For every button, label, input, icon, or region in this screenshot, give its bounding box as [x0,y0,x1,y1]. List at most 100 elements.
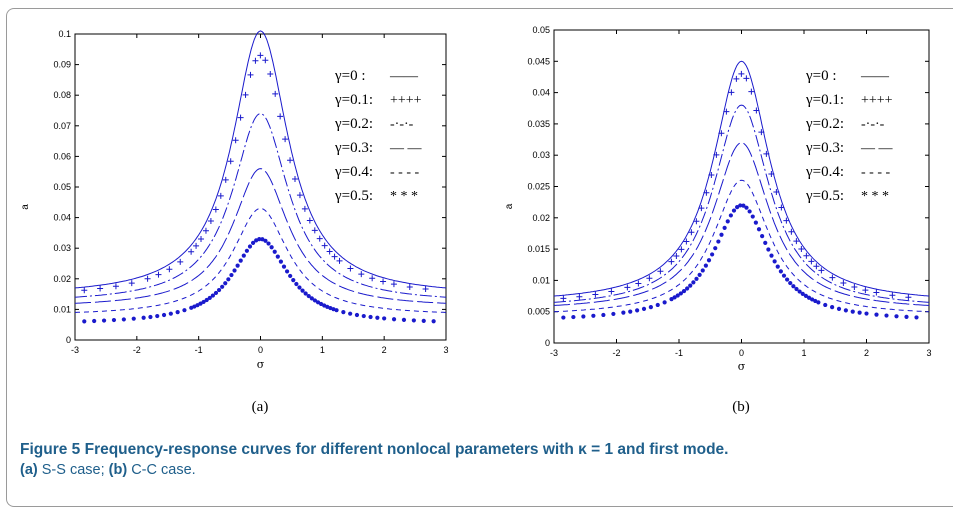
panel-a-series-5-marker [303,291,308,296]
panel-b-series-1-marker [778,204,785,211]
panel-a-series-5-marker [309,296,314,301]
panel-b-series-1-marker [693,218,700,225]
panel-a-legend-mark-2: -·-·- [390,117,414,132]
panel-b-series-5-marker [648,304,653,310]
panel-a-series-1-marker [292,175,299,182]
panel-b-series-1-marker [635,280,642,287]
panel-a-series-1-marker [222,176,229,183]
panel-a-series-5-marker [121,317,126,322]
panel-a-panel-label: (a) [252,399,269,415]
panel-b-series-5-marker [806,295,812,300]
panel-a-series-5-marker [131,316,136,321]
panel-a-xtick-label: 3 [443,345,448,355]
panel-a-series-5-marker [257,237,262,242]
panel-b-series-5-marker [662,300,667,305]
caption-a-text: S-S case; [37,462,109,478]
panel-b-series-5-marker [685,286,690,291]
panel-b-series-1-marker [829,274,836,281]
panel-a-legend-entry-4: γ=0.4: [334,164,373,180]
panel-b-xtick-label: 0 [739,348,744,358]
panel-a-series-1-marker [217,192,224,199]
panel-a-series-3-line [74,168,447,304]
caption-b-tag: (b) [108,462,128,478]
panel-b-series-5-marker [769,253,774,258]
panel-b-series-1-marker [840,279,847,286]
panel-b-legend-entry-5: γ=0.5: [805,188,844,204]
panel-b-series-1-marker [678,246,685,253]
panel-b-series-1-marker [783,217,790,224]
panel-b-series-5-marker [884,313,889,318]
panel-b-series-5-marker [744,205,749,210]
panel-a-ytick-label: 0.06 [53,151,71,161]
panel-a-series-5-marker [269,245,274,250]
panel-b-series-5-marker [747,209,752,214]
panel-b-series-5-marker [675,293,680,298]
panel-b-series-5-marker [778,269,783,274]
panel-a-ytick-label: 0.07 [53,121,71,131]
panel-a-ytick-label: 0.01 [53,304,71,314]
panel-b-series-5-marker [611,311,616,317]
panel-a-ytick-label: 0.03 [53,243,71,253]
panel-a-series-1-marker [112,283,119,290]
panel-b-series-5-marker [694,276,699,281]
panel-a-series-5-marker [235,263,240,268]
panel-b-series-1-marker [788,228,795,235]
panel-b-xtick-label: -1 [675,348,683,358]
panel-a-series-1-marker [369,275,376,282]
panel-a-series-1-marker [277,113,284,120]
panel-a-series-5-marker [297,285,302,290]
panel-b-legend-mark-1: ++++ [861,93,893,108]
panel-b-series-1-marker [560,295,567,302]
panel-b-series-1-marker [668,258,675,265]
panel-b-series-1-marker [803,252,810,259]
panel-a-series-5-marker [101,318,107,323]
caption-b-text: C-C case. [127,462,196,478]
panel-a-series-5-marker [213,290,219,296]
panel-b-series-5-marker [850,309,855,314]
panel-b-series-1-marker [905,294,912,301]
panel-a-series-1-marker [232,137,239,144]
panel-b-series-1-marker [813,263,820,270]
panel-b-series-5-marker [713,246,718,251]
panel-a-series-1-marker [198,235,205,242]
panel-a-series-1-marker [380,278,387,285]
panel-a-series-1-marker [301,205,308,212]
panel-b-series-1-marker [773,188,780,195]
panel-b-legend-mark-5: * * * [861,189,889,204]
panel-b-series-5-marker [781,273,787,278]
panel-a-ytick-label: 0.1 [58,29,71,39]
panel-b-series-2-line [553,104,930,303]
panel-b-series-5-marker [655,302,660,308]
panel-b-series-1-marker [576,293,583,300]
panel-a-series-1-marker [97,285,104,292]
panel-b-series-5-marker [864,311,869,316]
panel-b-series-5-marker [823,302,828,308]
panel-b-series-5-marker [716,239,721,244]
panel-a-series-5-marker [354,312,360,318]
panel-b-series-5-marker [710,252,715,257]
panel-b-series-1-marker [703,189,710,196]
panel-a-series-1-marker [177,258,184,265]
panel-b-legend-entry-3: γ=0.3: [805,140,844,156]
panel-a-series-5-marker [421,318,426,323]
panel-b-series-5-marker [681,288,687,294]
panel-b-series-1-marker [808,258,815,265]
panel-b-series-1-marker [753,107,760,114]
panel-a-series-5-marker [334,308,339,313]
panel-a-series-5-marker [288,273,293,279]
panel-b-legend-mark-3: — — [860,141,894,156]
panel-b-series-5-marker [836,306,842,311]
panel-b-ytick-label: 0.025 [527,182,550,192]
panel-b-ytick-label: 0.045 [527,56,550,66]
panel-a-series-5-marker [284,269,290,274]
panel-a-series-1-marker [188,248,195,255]
panel-a-series-1-marker [336,257,343,264]
panel-a-series-5-marker [300,288,305,293]
panel-b-series-1-marker [733,75,740,82]
panel-b-series-5-marker [788,280,793,286]
panel-a-series-1-marker [422,286,429,293]
panel-a-series-5-marker [315,300,321,305]
panel-b-series-5-marker [628,309,633,314]
panel-b-series-1-marker [718,130,725,137]
panel-b-series-5-marker [731,208,737,213]
